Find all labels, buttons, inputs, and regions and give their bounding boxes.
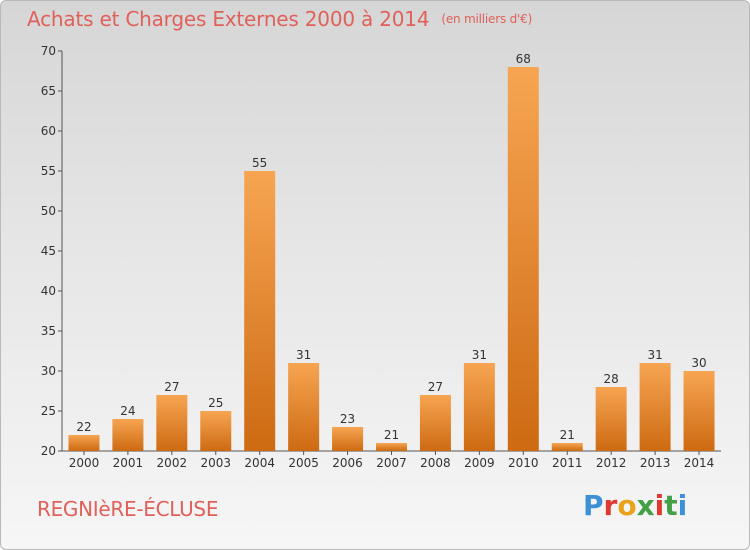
- logo-letter: P: [583, 489, 604, 522]
- data-label-2009: 31: [472, 348, 487, 362]
- y-tick-label: 70: [41, 44, 56, 58]
- x-tick-label-2014: 2014: [684, 456, 715, 470]
- y-tick-label: 55: [41, 164, 56, 178]
- bar-2004: [244, 171, 276, 451]
- data-label-2004: 55: [252, 156, 267, 170]
- bar-2012: [595, 387, 627, 451]
- title-text: Achats et Charges Externes 2000 à 2014: [27, 7, 430, 31]
- x-tick-label-2005: 2005: [288, 456, 319, 470]
- bar-2008: [419, 395, 451, 451]
- x-tick-label-2008: 2008: [420, 456, 451, 470]
- bar-2000: [68, 435, 100, 451]
- bar-series: [68, 67, 715, 451]
- chart-axes: 20 25 30 35 40 45 50 55 60 65 70 2000 2001 2002 2003 20…: [41, 44, 721, 470]
- bar-2001: [112, 419, 144, 451]
- logo-letter: o: [617, 489, 637, 522]
- proxiti-logo[interactable]: Proxiti: [583, 489, 687, 522]
- x-tick-label-2012: 2012: [596, 456, 627, 470]
- bar-2013: [639, 363, 671, 451]
- logo-letter: i: [677, 489, 688, 522]
- x-tick-label-2006: 2006: [332, 456, 363, 470]
- y-tick-label: 50: [41, 204, 56, 218]
- y-tick-label: 40: [41, 284, 56, 298]
- bar-2009: [463, 363, 495, 451]
- chart-subtitle: (en milliers d'€): [441, 12, 533, 26]
- data-label-2007: 21: [384, 428, 399, 442]
- data-label-2006: 23: [340, 412, 355, 426]
- x-tick-label-2004: 2004: [244, 456, 275, 470]
- y-tick-label: 35: [41, 324, 56, 338]
- data-label-2000: 22: [76, 420, 91, 434]
- x-tick-label-2001: 2001: [113, 456, 144, 470]
- y-tick-label: 60: [41, 124, 56, 138]
- data-label-2001: 24: [120, 404, 135, 418]
- data-label-2005: 31: [296, 348, 311, 362]
- data-label-2012: 28: [604, 372, 619, 386]
- bar-2005: [288, 363, 320, 451]
- data-label-2014: 30: [691, 356, 706, 370]
- bar-2003: [200, 411, 232, 451]
- y-tick-label: 25: [41, 404, 56, 418]
- data-labels: 22 24 27 25 55 31 23 21 27 31 68 21 28 31 30: [76, 52, 706, 442]
- x-tick-label-2013: 2013: [640, 456, 671, 470]
- logo-letter: r: [603, 489, 618, 522]
- logo-letter: i: [654, 489, 665, 522]
- chart-title: Achats et Charges Externes 2000 à 2014 (e…: [27, 7, 532, 31]
- bar-2010: [507, 67, 539, 451]
- data-label-2013: 31: [647, 348, 662, 362]
- data-label-2011: 21: [560, 428, 575, 442]
- x-tick-label-2003: 2003: [200, 456, 231, 470]
- y-tick-label: 30: [41, 364, 56, 378]
- bar-2002: [156, 395, 188, 451]
- data-label-2003: 25: [208, 396, 223, 410]
- x-tick-label-2000: 2000: [69, 456, 100, 470]
- x-tick-label-2007: 2007: [376, 456, 407, 470]
- commune-name: REGNIèRE-ÉCLUSE: [37, 497, 219, 521]
- data-label-2008: 27: [428, 380, 443, 394]
- x-tick-label-2002: 2002: [157, 456, 188, 470]
- y-tick-label: 65: [41, 84, 56, 98]
- data-label-2002: 27: [164, 380, 179, 394]
- bar-2006: [332, 427, 364, 451]
- y-tick-label: 45: [41, 244, 56, 258]
- bar-2014: [683, 371, 715, 451]
- x-tick-label-2009: 2009: [464, 456, 495, 470]
- x-tick-label-2010: 2010: [508, 456, 539, 470]
- bar-2007: [376, 443, 407, 451]
- logo-letter: t: [664, 489, 678, 522]
- x-tick-label-2011: 2011: [552, 456, 583, 470]
- bar-2011: [551, 443, 583, 451]
- data-label-2010: 68: [516, 52, 531, 66]
- logo-letter: x: [636, 489, 655, 522]
- y-tick-label: 20: [41, 444, 56, 458]
